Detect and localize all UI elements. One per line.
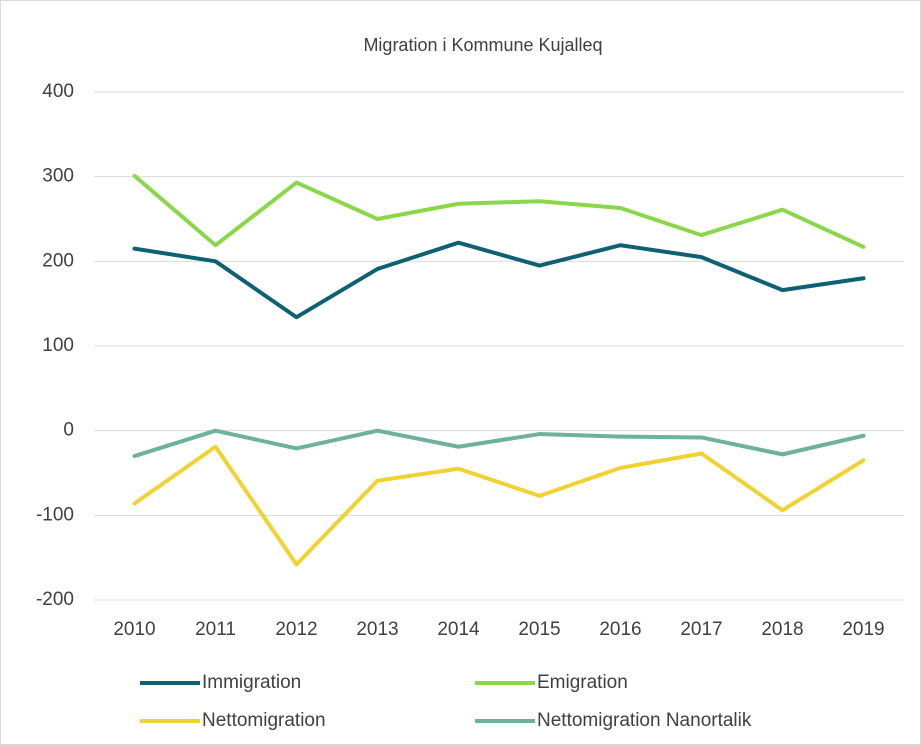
x-tick-label: 2013 xyxy=(356,619,398,640)
y-tick-label: 400 xyxy=(42,81,74,102)
series-line xyxy=(132,428,866,459)
x-tick-label: 2015 xyxy=(518,619,560,640)
legend-label: Emigration xyxy=(537,672,628,693)
x-tick-label: 2014 xyxy=(437,619,480,640)
x-tick-label: 2016 xyxy=(599,619,641,640)
x-tick-label: 2012 xyxy=(275,619,317,640)
y-tick-label: 100 xyxy=(42,335,74,356)
y-tick-label: -200 xyxy=(36,589,74,610)
x-tick-label: 2010 xyxy=(113,619,155,640)
legend-label: Nettomigration xyxy=(202,710,326,731)
x-tick-label: 2019 xyxy=(842,619,884,640)
y-tick-label: -100 xyxy=(36,504,74,525)
chart-title: Migration i Kommune Kujalleq xyxy=(363,35,602,55)
series-line xyxy=(132,240,866,320)
legend-label: Immigration xyxy=(202,672,301,693)
series-line xyxy=(132,173,866,249)
series-line xyxy=(132,444,866,567)
legend-label: Nettomigration Nanortalik xyxy=(537,710,752,731)
y-tick-label: 0 xyxy=(63,420,74,441)
x-tick-label: 2018 xyxy=(761,619,803,640)
x-tick-label: 2017 xyxy=(680,619,722,640)
y-tick-label: 200 xyxy=(42,250,74,271)
y-tick-label: 300 xyxy=(42,166,74,187)
x-tick-label: 2011 xyxy=(195,619,236,640)
